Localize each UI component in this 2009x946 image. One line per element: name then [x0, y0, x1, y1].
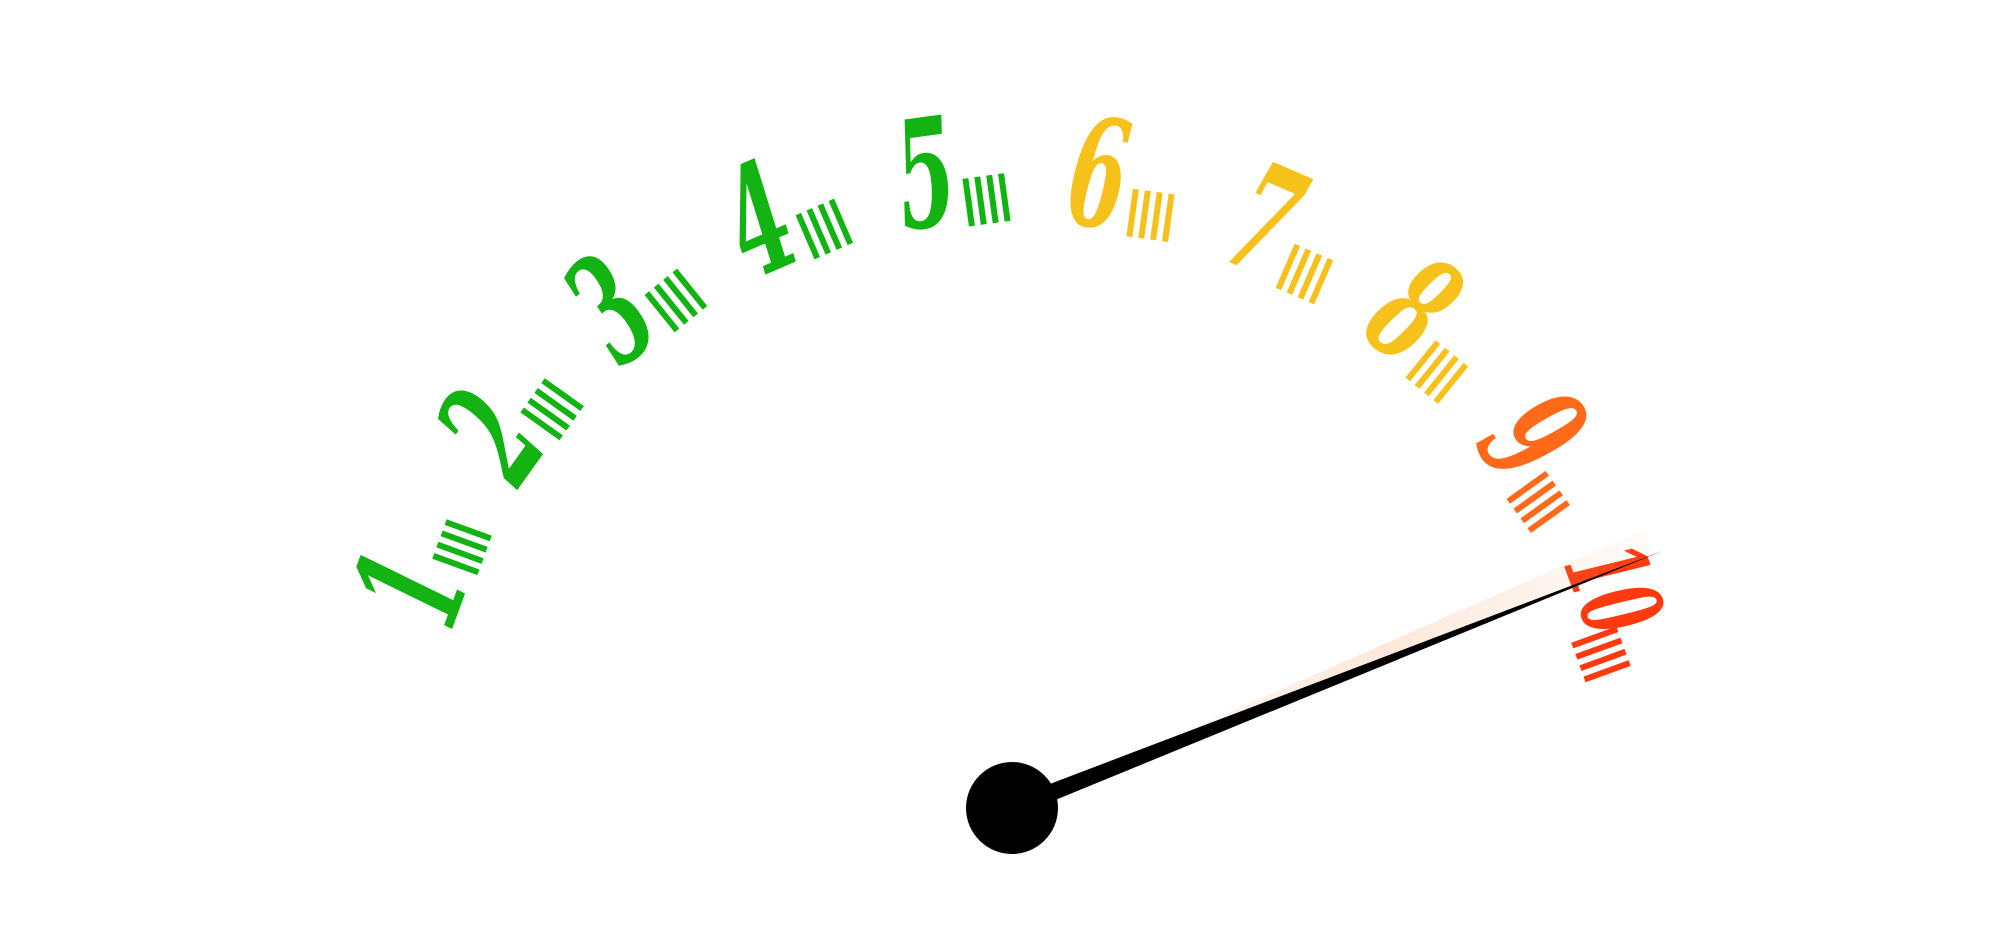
speedometer-needle-icon [1008, 550, 1663, 817]
tick-mark [1308, 257, 1334, 305]
scale-numeral: 9 [1444, 361, 1622, 511]
tick-mark [541, 378, 584, 412]
tick-marks [795, 198, 854, 260]
scale-label-4: 4 [697, 128, 854, 313]
needle-motion-trail [1052, 530, 1655, 790]
needle-hub-icon [966, 762, 1058, 854]
scale-label-1: 1 [318, 519, 504, 647]
tick-mark [1527, 500, 1570, 533]
tick-mark [974, 176, 987, 225]
scale-label-7: 7 [1204, 128, 1334, 313]
scale-numeral: 6 [1058, 82, 1139, 265]
scale-numeral: 3 [532, 223, 688, 397]
tick-mark [828, 198, 854, 246]
tick-marks [432, 519, 492, 576]
tick-mark [998, 173, 1011, 222]
tick-mark [806, 208, 832, 255]
tick-mark [1162, 193, 1175, 242]
scale-numeral: 5 [885, 82, 966, 265]
tick-marks [1506, 470, 1570, 533]
tick-mark [1571, 626, 1619, 649]
tick-mark [644, 291, 680, 333]
scale-label-5: 5 [885, 82, 1011, 266]
tick-mark [1286, 248, 1312, 295]
scale-label-2: 2 [402, 361, 584, 511]
tick-mark [795, 212, 821, 260]
tick-marks [520, 378, 584, 441]
scale-label-3: 3 [532, 223, 708, 397]
tick-mark [1405, 340, 1441, 382]
scale-label-8: 8 [1335, 222, 1492, 404]
tick-mark [1150, 191, 1163, 241]
tick-mark [962, 178, 975, 227]
tick-marks [1571, 626, 1631, 683]
tick-mark [817, 203, 843, 250]
scale-label-9: 9 [1444, 361, 1622, 533]
tick-mark [653, 283, 689, 325]
tick-mark [1575, 637, 1623, 660]
tick-marks [962, 173, 1011, 227]
tick-mark [1520, 490, 1563, 524]
tick-mark [1506, 470, 1550, 504]
needle-group [966, 530, 1663, 854]
tick-mark [432, 553, 480, 576]
tick-mark [436, 541, 484, 564]
tick-mark [1138, 190, 1151, 239]
tick-mark [1414, 347, 1450, 389]
scale-numeral: 1 [318, 532, 504, 647]
tick-mark [1433, 362, 1469, 404]
tick-mark [534, 387, 577, 421]
tick-mark [520, 407, 563, 441]
scale-numeral: 2 [402, 361, 580, 511]
tick-marks [1126, 188, 1175, 242]
tick-mark [527, 397, 570, 431]
tick-mark [1126, 188, 1139, 238]
tick-mark [1513, 480, 1557, 514]
tick-marks [644, 268, 708, 333]
tick-mark [1583, 660, 1631, 683]
tick-mark [1275, 243, 1301, 291]
tick-mark [1297, 253, 1323, 300]
scale-label-6: 6 [1058, 82, 1175, 266]
tick-mark [986, 174, 999, 224]
tick-mark [440, 530, 488, 553]
tick-marks [1405, 340, 1469, 404]
tick-mark [444, 519, 492, 542]
tick-mark [1579, 648, 1627, 671]
tick-mark [663, 276, 698, 318]
tick-mark [672, 268, 708, 310]
tick-mark [1424, 355, 1459, 397]
tick-marks [1275, 243, 1334, 305]
